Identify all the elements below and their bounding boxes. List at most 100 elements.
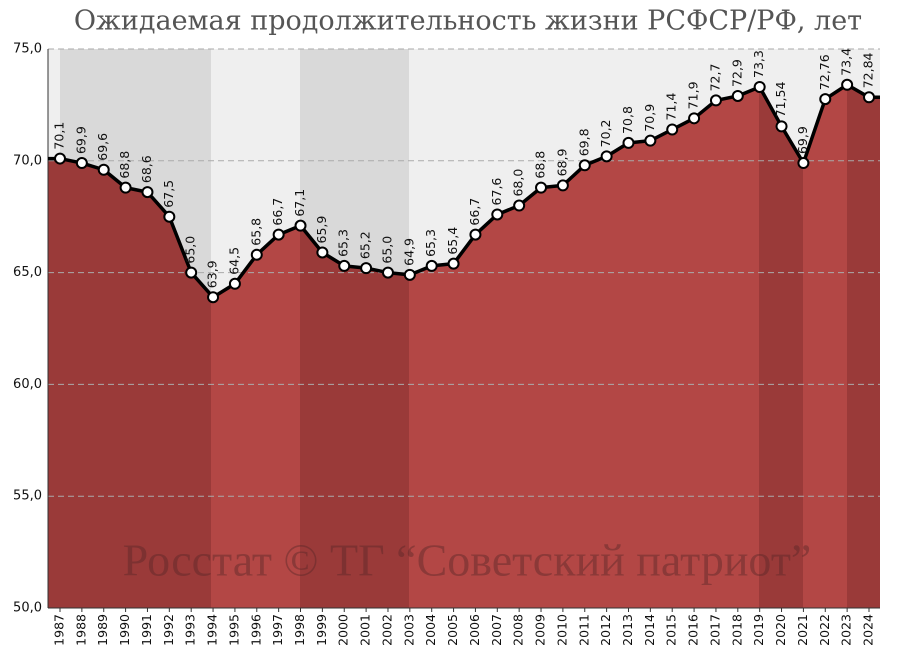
- value-label: 69,9: [795, 126, 810, 154]
- value-label: 67,6: [489, 178, 504, 206]
- x-tick-label: 1997: [270, 614, 285, 646]
- value-label: 65,4: [445, 227, 460, 255]
- point: [841, 78, 854, 91]
- watermark: Росстат © ТГ “Советский патриот”: [123, 535, 812, 586]
- area: [48, 84, 880, 608]
- y-tick-label: 70,0: [13, 153, 42, 168]
- x-tick-label: 2023: [839, 614, 854, 646]
- chart-title: Ожидаемая продолжительность жизни РСФСР/…: [74, 6, 862, 37]
- point: [819, 93, 832, 106]
- point: [294, 219, 307, 232]
- x-tick-label: 2021: [795, 614, 810, 646]
- y-tick-label: 50,0: [13, 601, 42, 616]
- value-label: 70,2: [598, 119, 613, 147]
- point: [272, 228, 285, 241]
- point: [731, 89, 744, 102]
- value-label: 66,7: [467, 198, 482, 226]
- value-label: 69,8: [576, 128, 591, 156]
- value-label: 65,2: [358, 231, 373, 259]
- value-label: 68,9: [554, 149, 569, 177]
- x-tick-label: 2019: [751, 614, 766, 646]
- value-label: 67,5: [161, 180, 176, 208]
- point: [425, 259, 438, 272]
- x-tick-label: 2007: [489, 614, 504, 646]
- value-label: 70,8: [620, 106, 635, 134]
- x-tick-label: 2001: [358, 614, 373, 646]
- x-tick-label: 1992: [161, 614, 176, 646]
- point: [469, 228, 482, 241]
- x-tick-label: 2013: [620, 614, 635, 646]
- point: [753, 81, 766, 94]
- x-tick-label: 2014: [642, 614, 657, 646]
- y-tick-label: 75,0: [13, 42, 42, 57]
- point: [513, 199, 526, 212]
- x-tick-label: 2000: [336, 614, 351, 646]
- point: [97, 163, 110, 176]
- value-label: 65,0: [183, 236, 198, 264]
- x-tick-label: 1999: [314, 614, 329, 646]
- x-tick-label: 1987: [52, 614, 67, 646]
- value-label: 68,8: [117, 151, 132, 179]
- x-tick-label: 2002: [379, 614, 394, 646]
- value-label: 71,54: [773, 82, 788, 118]
- value-label: 67,1: [292, 189, 307, 217]
- value-label: 69,9: [73, 126, 88, 154]
- value-label: 63,9: [205, 260, 220, 288]
- point: [578, 159, 591, 172]
- value-label: 71,4: [664, 93, 679, 121]
- point: [622, 136, 635, 149]
- value-label: 65,8: [248, 218, 263, 246]
- x-tick-label: 2011: [576, 614, 591, 646]
- x-tick-label: 2012: [598, 614, 613, 646]
- y-tick-label: 60,0: [13, 377, 42, 392]
- value-label: 65,3: [336, 229, 351, 257]
- x-tick-label: 2024: [861, 614, 876, 646]
- x-tick-label: 1990: [117, 614, 132, 646]
- point: [75, 157, 88, 170]
- point: [447, 257, 460, 270]
- x-tick-label: 2003: [401, 614, 416, 646]
- value-label: 65,0: [379, 236, 394, 264]
- value-label: 73,4: [839, 48, 854, 76]
- point: [119, 181, 132, 194]
- y-tick-label: 55,0: [13, 489, 42, 504]
- value-label: 70,9: [642, 104, 657, 132]
- value-label: 64,9: [401, 238, 416, 266]
- x-tick-label: 1998: [292, 614, 307, 646]
- value-label: 66,7: [270, 198, 285, 226]
- value-label: 72,84: [861, 52, 876, 88]
- x-tick-label: 1993: [183, 614, 198, 646]
- x-tick-label: 2008: [511, 614, 526, 646]
- point: [644, 134, 657, 147]
- x-tick-label: 2015: [664, 614, 679, 646]
- point: [338, 259, 351, 272]
- point: [381, 266, 394, 279]
- point: [688, 112, 701, 125]
- x-tick-label: 1988: [73, 614, 88, 646]
- x-tick-label: 2016: [686, 614, 701, 646]
- point: [666, 123, 679, 136]
- value-label: 65,9: [314, 216, 329, 244]
- x-tick-label: 2004: [423, 614, 438, 646]
- point: [600, 150, 613, 163]
- value-label: 70,1: [52, 122, 67, 150]
- x-tick-label: 1989: [95, 614, 110, 646]
- y-tick-label: 65,0: [13, 265, 42, 280]
- value-label: 68,0: [511, 169, 526, 197]
- value-label: 73,3: [751, 50, 766, 78]
- x-tick-label: 2010: [554, 614, 569, 646]
- x-tick-label: 1996: [248, 614, 263, 646]
- point: [185, 266, 198, 279]
- x-tick-label: 2005: [445, 614, 460, 646]
- point: [863, 91, 875, 104]
- point: [163, 210, 176, 223]
- point: [709, 94, 722, 107]
- point: [535, 181, 548, 194]
- point: [228, 277, 241, 290]
- x-tick-label: 2018: [729, 614, 744, 646]
- x-tick-label: 1995: [226, 614, 241, 646]
- plot: 50,0 55,0 60,0 65,0 70,0 75,0 70,1 1987 69,9 1988…: [13, 42, 880, 646]
- point: [54, 152, 66, 165]
